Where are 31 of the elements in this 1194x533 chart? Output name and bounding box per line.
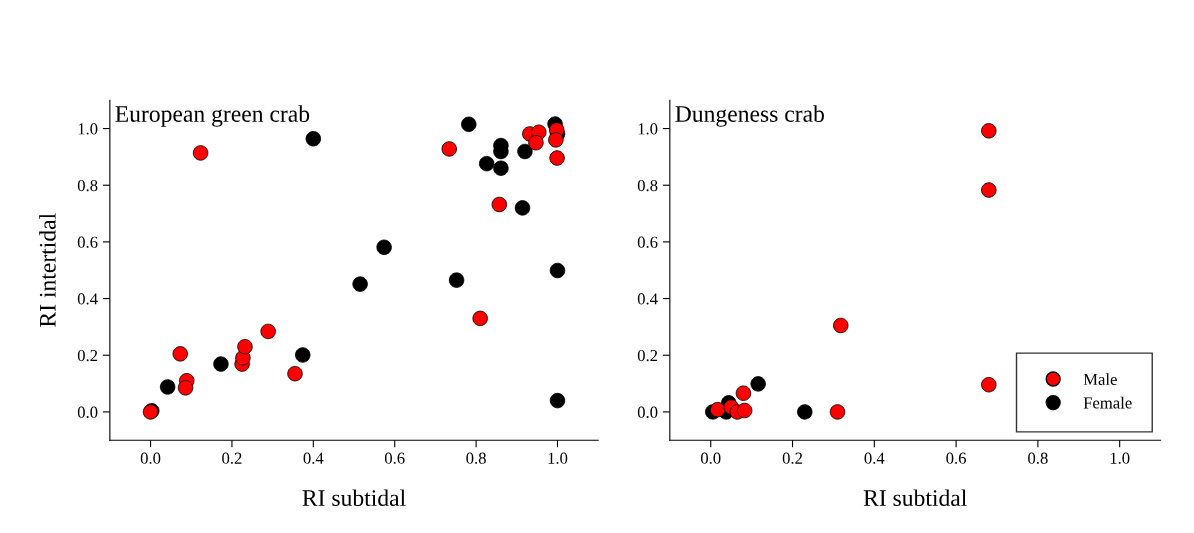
y-tick-label: 0.4 [77, 293, 98, 305]
x-tick-label: 0.6 [946, 452, 967, 464]
y-tick-label: 0.0 [637, 406, 658, 418]
y-tick-label: 0.2 [637, 349, 658, 362]
x-tick-label: 0.2 [222, 452, 242, 464]
x-tick-label: 0.8 [1028, 452, 1048, 464]
y-tick-label: 0.2 [77, 349, 98, 362]
x-axis-title: RI subtidal [863, 489, 967, 507]
y-tick-label: 1.0 [638, 123, 658, 135]
x-tick-label: 0.2 [782, 452, 803, 464]
x-tick-label: 0.0 [700, 452, 721, 464]
x-tick-label: 0.4 [864, 452, 885, 464]
legend-label: Female [1083, 396, 1132, 409]
legend-label: Male [1083, 373, 1117, 385]
chart-title: European green crab [115, 105, 310, 127]
x-tick-label: 0.0 [140, 452, 161, 464]
y-tick-label: 0.6 [77, 236, 98, 248]
y-tick-label: 1.0 [78, 123, 98, 135]
y-tick-label: 0.6 [637, 236, 658, 248]
x-tick-label: 0.8 [466, 452, 486, 464]
y-tick-label: 0.4 [637, 293, 658, 305]
y-tick-label: 0.8 [77, 179, 98, 192]
x-tick-label: 1.0 [1110, 452, 1130, 464]
x-tick-label: 0.4 [303, 452, 324, 464]
x-tick-label: 0.6 [384, 452, 405, 464]
x-axis-title: RI subtidal [302, 489, 406, 507]
x-tick-label: 1.0 [548, 452, 568, 464]
chart-title: Dungeness crab [675, 105, 824, 127]
y-tick-label: 0.8 [637, 179, 658, 192]
y-axis-title: RI intertidal [39, 213, 56, 327]
y-tick-label: 0.0 [77, 406, 98, 418]
